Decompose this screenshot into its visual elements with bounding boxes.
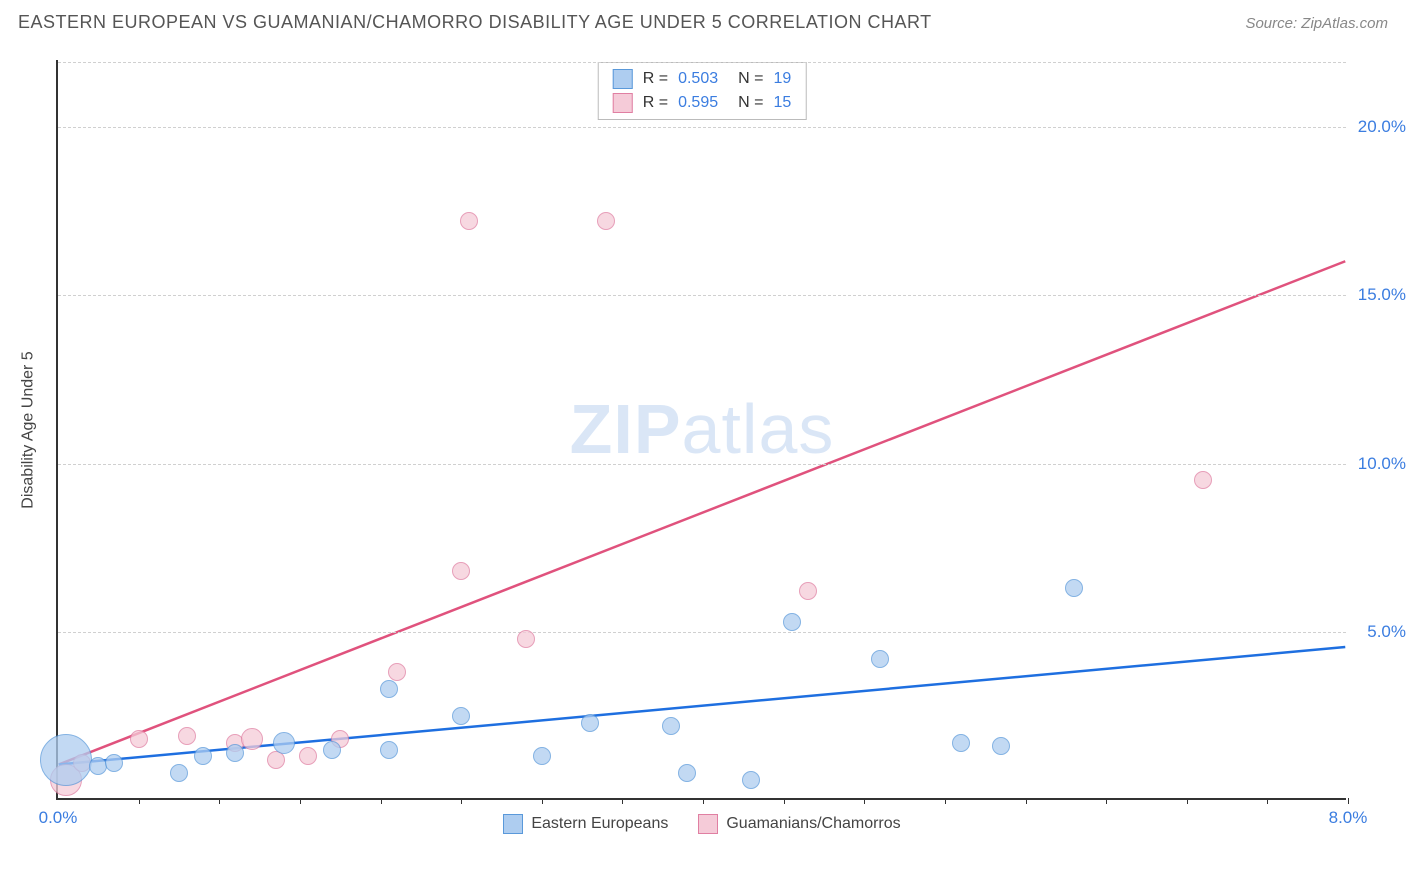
stat-n-label: N =	[738, 94, 763, 112]
x-tick-mark	[381, 798, 382, 804]
stat-r-blue: 0.503	[678, 70, 718, 88]
watermark-atlas: atlas	[682, 390, 835, 468]
scatter-point-pink	[452, 562, 470, 580]
scatter-point-blue	[581, 714, 599, 732]
gridline	[58, 464, 1346, 465]
y-tick-label: 20.0%	[1358, 117, 1406, 137]
stats-box: R = 0.503 N = 19 R = 0.595 N = 15	[598, 62, 807, 120]
scatter-point-pink	[388, 663, 406, 681]
x-tick-mark	[300, 798, 301, 804]
gridline	[58, 632, 1346, 633]
stat-r-label: R =	[643, 94, 668, 112]
plot-area: ZIPatlas R = 0.503 N = 19 R = 0.595 N = …	[56, 60, 1346, 800]
scatter-point-pink	[241, 728, 263, 750]
swatch-pink-icon	[613, 93, 633, 113]
x-tick-mark	[1187, 798, 1188, 804]
scatter-point-blue	[992, 737, 1010, 755]
stat-r-pink: 0.595	[678, 94, 718, 112]
scatter-point-blue	[952, 734, 970, 752]
scatter-point-pink	[460, 212, 478, 230]
trend-line-pink	[59, 261, 1346, 764]
stat-n-pink: 15	[773, 94, 791, 112]
x-tick-label: 0.0%	[39, 808, 78, 828]
scatter-point-blue	[783, 613, 801, 631]
stat-n-blue: 19	[773, 70, 791, 88]
legend-item-blue: Eastern Europeans	[503, 814, 668, 834]
gridline	[58, 295, 1346, 296]
scatter-point-blue	[452, 707, 470, 725]
scatter-point-blue	[170, 764, 188, 782]
trend-lines-svg	[58, 60, 1346, 798]
x-tick-mark	[461, 798, 462, 804]
scatter-point-blue	[533, 747, 551, 765]
scatter-point-blue	[380, 741, 398, 759]
scatter-point-blue	[323, 741, 341, 759]
x-tick-mark	[945, 798, 946, 804]
scatter-point-blue	[273, 732, 295, 754]
x-tick-mark	[784, 798, 785, 804]
scatter-point-pink	[1194, 471, 1212, 489]
y-tick-label: 5.0%	[1367, 622, 1406, 642]
x-tick-mark	[1106, 798, 1107, 804]
source-label: Source: ZipAtlas.com	[1245, 15, 1388, 32]
scatter-point-blue	[871, 650, 889, 668]
x-tick-mark	[703, 798, 704, 804]
scatter-point-pink	[517, 630, 535, 648]
stats-row-pink: R = 0.595 N = 15	[609, 91, 796, 115]
y-tick-label: 10.0%	[1358, 454, 1406, 474]
scatter-point-blue	[89, 757, 107, 775]
x-tick-mark	[1026, 798, 1027, 804]
watermark-zip: ZIP	[570, 390, 682, 468]
swatch-blue-icon	[613, 69, 633, 89]
x-tick-mark	[542, 798, 543, 804]
scatter-point-blue	[226, 744, 244, 762]
x-tick-mark	[219, 798, 220, 804]
legend-item-pink: Guamanians/Chamorros	[698, 814, 900, 834]
x-tick-mark	[864, 798, 865, 804]
bottom-legend: Eastern Europeans Guamanians/Chamorros	[58, 814, 1346, 834]
scatter-point-pink	[299, 747, 317, 765]
x-tick-mark	[1267, 798, 1268, 804]
y-tick-label: 15.0%	[1358, 285, 1406, 305]
y-axis-label-wrap: Disability Age Under 5	[14, 60, 44, 800]
gridline	[58, 62, 1346, 63]
legend-swatch-blue-icon	[503, 814, 523, 834]
scatter-point-blue	[380, 680, 398, 698]
x-tick-label: 8.0%	[1329, 808, 1368, 828]
scatter-point-pink	[799, 582, 817, 600]
x-tick-mark	[139, 798, 140, 804]
stat-r-label: R =	[643, 70, 668, 88]
scatter-point-blue	[742, 771, 760, 789]
scatter-point-blue	[662, 717, 680, 735]
scatter-point-blue	[194, 747, 212, 765]
legend-swatch-pink-icon	[698, 814, 718, 834]
scatter-point-pink	[597, 212, 615, 230]
chart-title: EASTERN EUROPEAN VS GUAMANIAN/CHAMORRO D…	[18, 12, 932, 33]
legend-label-pink: Guamanians/Chamorros	[726, 815, 900, 833]
scatter-point-blue	[105, 754, 123, 772]
stat-n-label: N =	[738, 70, 763, 88]
legend-label-blue: Eastern Europeans	[531, 815, 668, 833]
scatter-point-blue	[678, 764, 696, 782]
stats-row-blue: R = 0.503 N = 19	[609, 67, 796, 91]
scatter-point-blue	[1065, 579, 1083, 597]
y-axis-label: Disability Age Under 5	[20, 351, 38, 508]
scatter-point-pink	[130, 730, 148, 748]
x-tick-mark	[622, 798, 623, 804]
scatter-point-pink	[178, 727, 196, 745]
scatter-point-blue	[40, 734, 92, 786]
x-tick-mark	[1348, 798, 1349, 804]
watermark: ZIPatlas	[570, 389, 835, 469]
gridline	[58, 127, 1346, 128]
